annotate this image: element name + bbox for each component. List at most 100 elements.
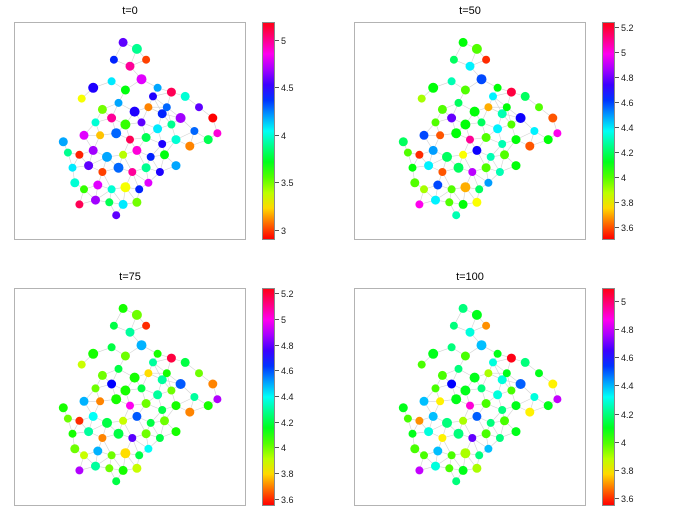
graph-node — [493, 349, 502, 358]
graph-node — [105, 198, 114, 207]
graph-node — [431, 118, 440, 127]
colorbar-tick-label: 3.8 — [621, 197, 634, 208]
graph-node — [75, 416, 84, 425]
graph-node — [466, 135, 474, 144]
colorbar-tick-mark — [615, 176, 619, 178]
colorbar-tick-label: 4.8 — [621, 325, 634, 336]
graph-node — [153, 124, 163, 134]
graph-node — [167, 386, 176, 395]
graph-node — [58, 137, 68, 147]
graph-node — [420, 185, 428, 194]
graph-node — [185, 407, 195, 417]
graph-node — [460, 385, 471, 396]
graph-node — [146, 152, 155, 161]
graph-node — [472, 197, 482, 207]
graph-node — [166, 87, 176, 97]
graph-node — [451, 394, 462, 405]
colorbar-gradient — [262, 288, 275, 506]
network-graph-t75 — [58, 303, 222, 486]
graph-node — [511, 401, 521, 411]
graph-node — [469, 106, 480, 117]
colorbar-t50: 3.6 3.8 4 4.2 4.4 4.6 4.8 5 5.2 — [602, 22, 660, 240]
colorbar-tick-label: 4.6 — [281, 366, 294, 377]
graph-node — [144, 444, 153, 453]
graph-node — [493, 390, 503, 400]
colorbar-tick-mark — [615, 226, 619, 228]
colorbar-tick-label: 4 — [621, 172, 627, 183]
colorbar-t75: 3.6 3.8 4 4.2 4.4 4.6 4.8 5 5.2 — [262, 288, 320, 506]
graph-node — [112, 211, 121, 220]
graph-node — [553, 129, 562, 138]
graph-node — [129, 106, 140, 117]
graph-node — [120, 448, 131, 459]
graph-node — [208, 379, 218, 389]
graph-node — [135, 451, 144, 460]
graph-node — [453, 428, 464, 439]
colorbar-tick-label: 4.4 — [281, 392, 294, 402]
graph-node — [428, 411, 438, 421]
plot-area-t0 — [14, 22, 246, 240]
graph-node — [213, 129, 222, 138]
graph-node — [431, 195, 440, 205]
colorbar-tick-mark — [275, 498, 279, 500]
graph-node — [465, 61, 475, 71]
colorbar-tick-mark — [615, 77, 619, 79]
graph-node — [162, 103, 171, 112]
graph-node — [469, 372, 480, 383]
graph-node — [486, 418, 495, 427]
graph-node — [484, 103, 493, 112]
colorbar-tick-labels: 3.6 3.8 4 4.2 4.4 4.6 4.8 5 5.2 — [275, 288, 319, 506]
colorbar-tick-label: 4.4 — [621, 122, 634, 133]
graph-node — [135, 185, 144, 194]
graph-node — [185, 141, 195, 151]
graph-node — [417, 360, 426, 369]
colorbar-tick-mark — [615, 151, 619, 153]
graph-node — [132, 463, 142, 473]
colorbar-tick-labels: 3.6 3.8 4 4.2 4.4 4.6 4.8 5 — [615, 288, 659, 506]
graph-node — [419, 130, 429, 140]
graph-node — [93, 180, 103, 190]
graph-node — [515, 379, 526, 389]
graph-node — [109, 55, 118, 64]
graph-node — [445, 198, 454, 207]
graph-node — [107, 343, 116, 352]
graph-node — [410, 444, 420, 454]
graph-node — [506, 87, 516, 97]
graph-node — [543, 135, 553, 145]
colorbar-tick-label: 5.2 — [621, 23, 634, 34]
graph-node — [511, 135, 521, 145]
graph-node — [415, 200, 424, 209]
subplot-t50: t=50 3.6 3.8 4 4.2 4.4 4.6 4.8 5 5.2 — [340, 0, 681, 266]
subplot-t0: t=0 3 3.5 4 4.5 5 — [0, 0, 340, 266]
graph-node — [102, 151, 112, 162]
plot-area-t75 — [14, 288, 246, 506]
graph-node — [433, 180, 443, 190]
colorbar-tick-mark — [615, 441, 619, 443]
colorbar-gradient — [262, 22, 275, 240]
graph-node — [553, 395, 562, 404]
graph-node — [489, 92, 497, 101]
graph-node — [166, 353, 176, 363]
graph-node — [128, 168, 137, 176]
graph-node — [431, 384, 440, 393]
graph-node — [447, 113, 457, 123]
graph-node — [489, 358, 497, 367]
colorbar-tick-mark — [275, 344, 279, 346]
colorbar-tick-mark — [615, 27, 619, 29]
graph-node — [180, 357, 190, 367]
graph-node — [79, 130, 89, 140]
graph-node — [93, 446, 103, 456]
graph-node — [153, 349, 162, 358]
graph-node — [125, 61, 135, 71]
graph-node — [500, 416, 509, 426]
graph-node — [419, 396, 429, 406]
subplot-t75: t=75 3.6 3.8 4 4.2 4.4 4.6 4.8 5 5.2 — [0, 266, 340, 532]
graph-node — [458, 303, 468, 313]
graph-node — [141, 399, 151, 408]
graph-node — [466, 401, 474, 410]
graph-node — [420, 451, 428, 460]
graph-node — [75, 466, 84, 475]
graph-node — [498, 140, 507, 148]
graph-node — [203, 401, 213, 411]
